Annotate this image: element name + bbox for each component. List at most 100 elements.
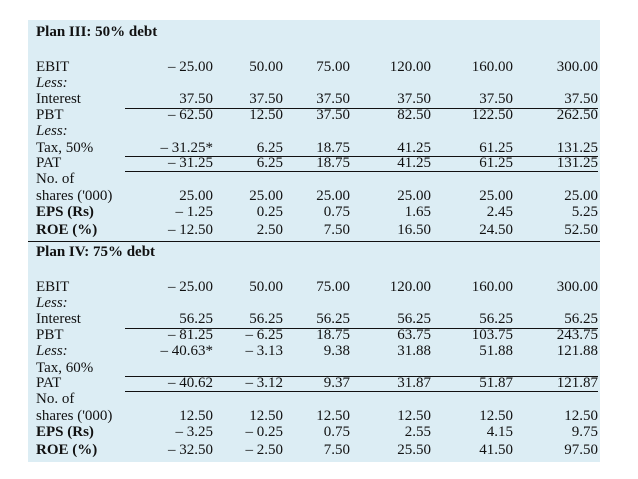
cell-value: 131.25 (556, 140, 598, 156)
row-label: EBIT (36, 279, 70, 295)
cell-value: 16.50 (397, 222, 431, 238)
cell-value: 61.25 (479, 155, 513, 171)
cell-value: 4.15 (486, 424, 513, 440)
cell-value: 160.00 (471, 279, 513, 295)
cell-value: 25.50 (397, 442, 431, 458)
cell-value: 2.45 (486, 204, 513, 220)
cell-value: 1.65 (404, 204, 431, 220)
section-title: Plan IV: 75% debt (36, 244, 156, 260)
cell-value: 18.75 (316, 327, 350, 343)
cell-value: – 0.25 (245, 424, 284, 440)
cell-value: – 31.25 (168, 155, 213, 171)
cell-value: 103.75 (471, 327, 513, 343)
cell-value: 160.00 (471, 59, 513, 75)
row-label: EPS (Rs) (36, 204, 94, 220)
cell-value: 12.50 (397, 408, 431, 424)
cell-value: 41.50 (479, 442, 513, 458)
row-label: Less: (36, 123, 68, 139)
cell-value: – 3.25 (175, 424, 214, 440)
cell-value: – 25.00 (168, 59, 213, 75)
cell-value: 25.00 (179, 188, 213, 204)
cell-value: 12.50 (249, 408, 283, 424)
cell-value: 51.88 (479, 343, 513, 359)
cell-value: 9.38 (323, 343, 350, 359)
row-label: EBIT (36, 59, 70, 75)
cell-value: 50.00 (249, 59, 283, 75)
cell-value: 56.25 (564, 311, 598, 327)
cell-value: 9.37 (323, 375, 350, 391)
cell-value: – 12.50 (168, 222, 213, 238)
cell-value: 131.25 (556, 155, 598, 171)
row-label: Interest (36, 311, 81, 327)
cell-value: – 6.25 (245, 327, 284, 343)
cell-value: – 40.62 (168, 375, 213, 391)
cell-value: 6.25 (256, 155, 283, 171)
rule-line (125, 171, 598, 172)
row-label: Less: (36, 295, 68, 311)
cell-value: 12.50 (316, 408, 350, 424)
rule-line (125, 328, 598, 329)
cell-value: – 1.25 (175, 204, 214, 220)
cell-value: 300.00 (556, 59, 598, 75)
cell-value: 63.75 (397, 327, 431, 343)
cell-value: 31.88 (397, 343, 431, 359)
cell-value: 243.75 (556, 327, 598, 343)
cell-value: – 3.12 (245, 375, 284, 391)
row-label: Tax, 50% (36, 140, 94, 156)
row-label: No. of (36, 171, 75, 187)
cell-value: 37.50 (316, 91, 350, 107)
rule-line (125, 376, 598, 377)
cell-value: 75.00 (316, 279, 350, 295)
row-label: ROE (%) (36, 442, 98, 458)
cell-value: 120.00 (389, 279, 431, 295)
row-label: shares ('000) (36, 408, 113, 424)
cell-value: 56.25 (479, 311, 513, 327)
cell-value: 25.00 (479, 188, 513, 204)
row-label: Interest (36, 91, 81, 107)
cell-value: 12.50 (249, 107, 283, 123)
cell-value: 82.50 (397, 107, 431, 123)
row-label: Less: (36, 343, 68, 359)
row-label: Less: (36, 75, 68, 91)
cell-value: – 25.00 (168, 279, 213, 295)
cell-value: 2.55 (404, 424, 431, 440)
cell-value: 51.87 (479, 375, 513, 391)
cell-value: 31.87 (397, 375, 431, 391)
cell-value: 25.00 (397, 188, 431, 204)
row-label: shares ('000) (36, 188, 113, 204)
cell-value: – 62.50 (168, 107, 213, 123)
cell-value: 37.50 (397, 91, 431, 107)
cell-value: 37.50 (479, 91, 513, 107)
cell-value: 6.25 (256, 140, 283, 156)
row-label: Tax, 60% (36, 360, 94, 376)
cell-value: 52.50 (564, 222, 598, 238)
cell-value: – 32.50 (168, 442, 213, 458)
cell-value: 18.75 (316, 140, 350, 156)
section-title: Plan III: 50% debt (36, 24, 158, 40)
cell-value: 122.50 (471, 107, 513, 123)
row-label: EPS (Rs) (36, 424, 94, 440)
rule-line (125, 156, 598, 157)
cell-value: – 31.25* (160, 140, 214, 156)
cell-value: 0.25 (256, 204, 283, 220)
cell-value: 37.50 (316, 107, 350, 123)
cell-value: 56.25 (179, 311, 213, 327)
rule-line (125, 391, 598, 392)
cell-value: 2.50 (256, 222, 283, 238)
cell-value: 50.00 (249, 279, 283, 295)
cell-value: 0.75 (323, 204, 350, 220)
section-divider (28, 241, 600, 242)
cell-value: 61.25 (479, 140, 513, 156)
cell-value: 37.50 (249, 91, 283, 107)
row-label: No. of (36, 391, 75, 407)
cell-value: 56.25 (249, 311, 283, 327)
cell-value: – 3.13 (245, 343, 284, 359)
cell-value: 41.25 (397, 140, 431, 156)
row-label: PAT (36, 155, 62, 171)
cell-value: 7.50 (323, 222, 350, 238)
cell-value: 75.00 (316, 59, 350, 75)
cell-value: 37.50 (179, 91, 213, 107)
cell-value: – 2.50 (245, 442, 284, 458)
cell-value: 24.50 (479, 222, 513, 238)
